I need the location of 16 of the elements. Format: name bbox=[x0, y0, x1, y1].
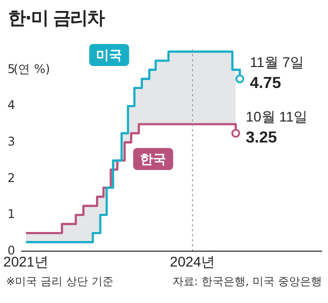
data-label: 4.75 bbox=[250, 74, 282, 92]
y-tick-label: 4 bbox=[8, 98, 16, 112]
y-tick-label: 5 bbox=[8, 62, 16, 76]
y-tick-label: 1 bbox=[8, 207, 16, 222]
annotation: 10월 11일 bbox=[246, 108, 308, 124]
series-label: 한국 bbox=[140, 152, 166, 168]
y-axis-title: (연 %) bbox=[14, 62, 50, 76]
text: 자료: 한국은행, 미국 중앙은행 bbox=[172, 274, 322, 289]
y-tick-label: 2 bbox=[8, 170, 16, 185]
x-tick-label: 2024년 bbox=[170, 253, 216, 270]
text: ※미국 금리 상단 기준 bbox=[6, 274, 114, 289]
annotation: 11월 7일 bbox=[250, 54, 304, 70]
series-label: 미국 bbox=[96, 48, 122, 64]
chart-title: 한·미 금리차 bbox=[8, 7, 104, 30]
y-tick-label: 3 bbox=[8, 134, 16, 148]
data-label: 3.25 bbox=[246, 129, 277, 146]
